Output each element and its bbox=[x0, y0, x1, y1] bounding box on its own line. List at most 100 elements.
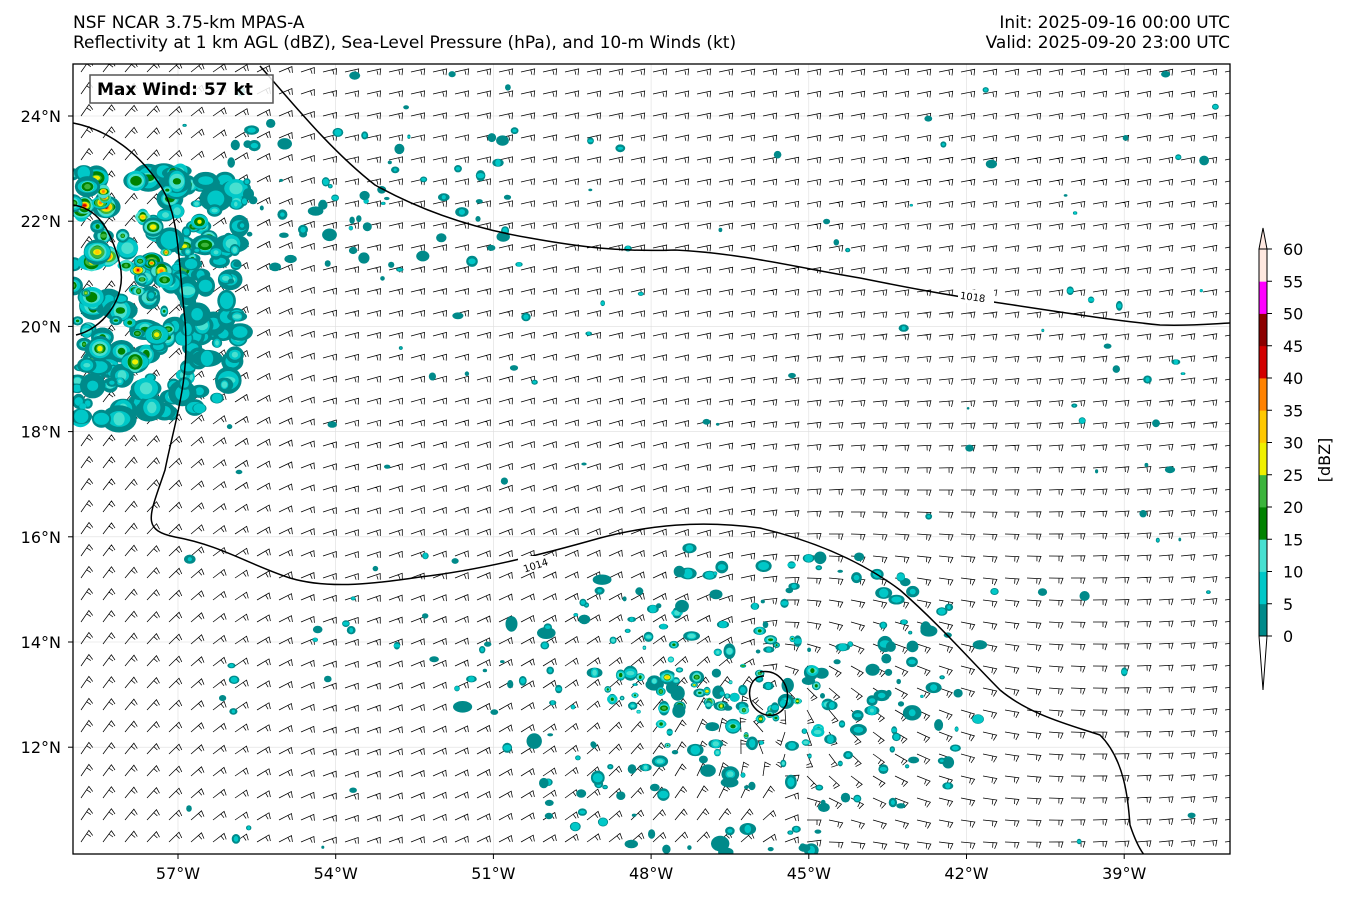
echo-cell bbox=[1103, 343, 1112, 349]
echo-cell bbox=[95, 224, 100, 229]
echo-cell bbox=[1139, 510, 1147, 518]
echo-cell bbox=[758, 672, 761, 675]
colorbar-tick-label: 15 bbox=[1283, 530, 1303, 549]
echo-cell bbox=[124, 263, 128, 268]
echo-cell bbox=[349, 787, 357, 793]
echo-cell bbox=[140, 277, 145, 282]
echo-cell bbox=[793, 826, 799, 832]
echo-cell bbox=[117, 347, 126, 355]
echo-cell bbox=[909, 631, 912, 634]
echo-cell bbox=[183, 124, 186, 127]
echo-cell bbox=[500, 660, 505, 664]
echo-cell bbox=[162, 212, 169, 218]
echo-cell bbox=[820, 799, 826, 806]
echo-cell bbox=[313, 637, 318, 642]
colorbar-segment bbox=[1259, 410, 1267, 443]
echo-cell bbox=[965, 444, 974, 452]
echo-cell bbox=[829, 701, 835, 709]
echo-cell bbox=[706, 702, 711, 707]
echo-cell bbox=[814, 684, 818, 688]
echo-cell bbox=[250, 142, 259, 149]
echo-cell bbox=[781, 600, 788, 606]
echo-cell bbox=[476, 173, 485, 179]
echo-cell bbox=[580, 600, 586, 605]
echo-cell bbox=[881, 653, 892, 664]
echo-cell bbox=[624, 839, 638, 849]
echo-cell bbox=[788, 372, 796, 379]
colorbar-label: [dBZ] bbox=[1315, 438, 1334, 483]
echo-cell bbox=[349, 216, 355, 224]
echo-cell bbox=[771, 704, 779, 711]
echo-cell bbox=[180, 379, 190, 388]
echo-cell bbox=[671, 750, 679, 755]
echo-cell bbox=[814, 829, 822, 834]
echo-cell bbox=[729, 681, 732, 684]
echo-cell bbox=[207, 190, 225, 207]
echo-cell bbox=[674, 610, 680, 616]
echo-cell bbox=[827, 735, 834, 744]
echo-cell bbox=[138, 259, 143, 263]
echo-cell bbox=[550, 700, 555, 705]
echo-cell bbox=[759, 740, 764, 745]
echo-cell bbox=[668, 657, 674, 662]
echo-cell bbox=[247, 127, 256, 133]
echo-cell bbox=[322, 178, 329, 185]
echo-cell bbox=[854, 796, 861, 802]
echo-cell bbox=[793, 638, 802, 644]
echo-cell bbox=[704, 571, 715, 579]
echo-cell bbox=[130, 175, 142, 186]
echo-cell bbox=[683, 568, 693, 579]
echo-cell bbox=[729, 693, 740, 702]
echo-cell bbox=[877, 692, 886, 699]
echo-cell bbox=[1117, 303, 1122, 309]
echo-cell bbox=[1073, 211, 1077, 215]
echo-cell bbox=[526, 733, 542, 749]
echo-cell bbox=[730, 724, 736, 729]
echo-cell bbox=[716, 650, 720, 655]
echo-cell bbox=[318, 200, 328, 210]
echo-cell bbox=[211, 393, 222, 403]
echo-cell bbox=[503, 194, 512, 200]
echo-cell bbox=[229, 182, 243, 195]
echo-cell bbox=[813, 729, 822, 735]
echo-cell bbox=[712, 741, 719, 747]
echo-cell bbox=[109, 380, 115, 385]
echo-cell bbox=[1200, 289, 1203, 292]
echo-cell bbox=[713, 572, 717, 575]
echo-cell bbox=[372, 565, 379, 572]
echo-cell bbox=[185, 249, 190, 254]
plot-background bbox=[73, 64, 1230, 854]
echo-cell bbox=[592, 669, 597, 676]
echo-cell bbox=[715, 750, 720, 755]
echo-cell bbox=[756, 677, 762, 681]
colorbar-extend-bottom bbox=[1258, 635, 1268, 691]
echo-cell bbox=[455, 166, 461, 171]
echo-cell bbox=[868, 698, 876, 703]
echo-cell bbox=[407, 135, 411, 138]
echo-cell bbox=[331, 195, 339, 201]
echo-cell bbox=[232, 326, 248, 338]
echo-cell bbox=[637, 710, 640, 713]
echo-cell bbox=[638, 292, 643, 296]
echo-cell bbox=[573, 613, 578, 617]
echo-cell bbox=[845, 752, 851, 758]
echo-cell bbox=[222, 275, 230, 281]
echo-cell bbox=[901, 619, 907, 625]
echo-cell bbox=[897, 701, 905, 707]
echo-cell bbox=[588, 139, 593, 143]
echo-cell bbox=[1176, 155, 1181, 159]
echo-cell bbox=[482, 668, 488, 673]
echo-cell bbox=[428, 372, 436, 381]
echo-cell bbox=[475, 199, 483, 204]
echo-cell bbox=[194, 201, 200, 206]
echo-cell bbox=[179, 286, 196, 296]
echo-cell bbox=[658, 790, 669, 799]
echo-cell bbox=[150, 262, 154, 265]
echo-cell bbox=[93, 412, 110, 425]
isobars bbox=[73, 65, 1230, 854]
echo-cell bbox=[284, 254, 297, 264]
echo-cell bbox=[626, 671, 635, 676]
echo-cell bbox=[709, 589, 723, 600]
echo-cell bbox=[633, 694, 637, 697]
echo-cell bbox=[952, 745, 959, 751]
